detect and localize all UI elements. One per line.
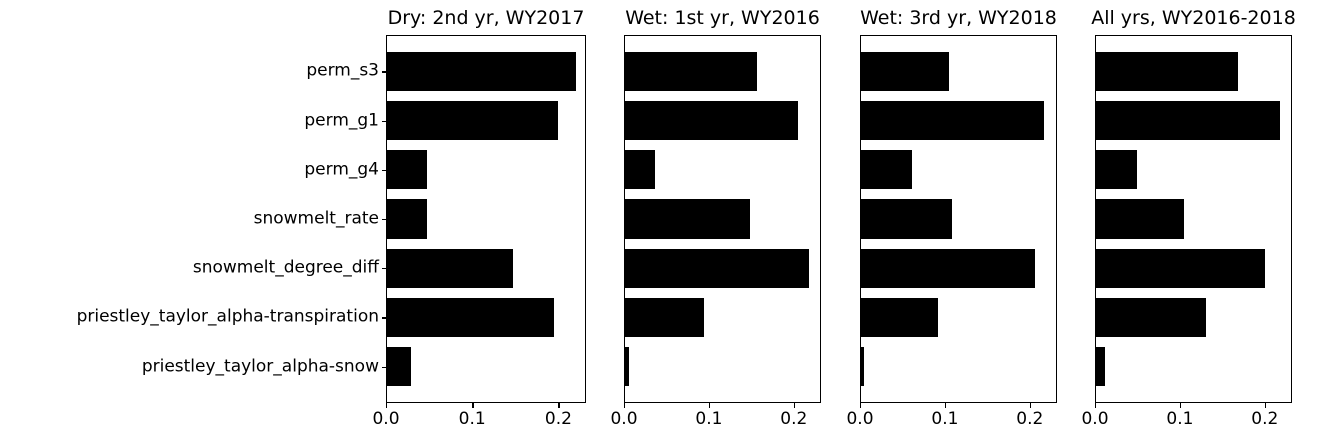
bar (861, 248, 1036, 288)
x-tick-label: 0.1 (458, 409, 486, 429)
x-tick-mark (708, 403, 711, 408)
x-tick-label: 0.1 (695, 409, 723, 429)
panel-title: All yrs, WY2016-2018 (1091, 7, 1296, 29)
x-tick-mark (558, 403, 560, 408)
y-tick-mark (381, 219, 386, 221)
x-tick-mark (386, 403, 388, 408)
y-tick-mark (381, 169, 386, 172)
bar (861, 346, 864, 387)
bar (861, 199, 953, 239)
bar (387, 150, 427, 190)
panel-title: Dry: 2nd yr, WY2017 (387, 7, 585, 29)
bar (387, 248, 513, 288)
bar (387, 199, 427, 239)
bar (861, 150, 912, 190)
bar (1096, 199, 1184, 239)
y-tick-mark (381, 71, 386, 73)
bar (625, 346, 629, 387)
bar (1096, 248, 1266, 288)
bar (625, 150, 655, 190)
y-tick-mark (381, 317, 386, 319)
x-tick-mark (944, 403, 947, 408)
bar (625, 100, 798, 141)
y-tick-mark (381, 366, 386, 368)
bar (861, 51, 949, 92)
bar (625, 51, 758, 92)
bar (1096, 346, 1105, 387)
x-tick-label: 0.1 (1166, 409, 1194, 429)
x-tick-label: 0.0 (372, 409, 400, 429)
bar (861, 297, 938, 338)
x-tick-label: 0.2 (1016, 409, 1044, 429)
y-tick-label: priestley_taylor_alpha-snow (141, 356, 379, 377)
x-tick-label: 0.0 (610, 409, 638, 429)
y-tick-mark (381, 120, 386, 122)
x-tick-mark (1029, 403, 1032, 408)
bar (387, 51, 576, 92)
x-tick-mark (860, 403, 862, 408)
bar (387, 100, 558, 141)
bar (1096, 51, 1238, 92)
x-tick-label: 0.2 (780, 409, 808, 429)
x-tick-mark (472, 403, 474, 408)
x-tick-label: 0.0 (846, 409, 874, 429)
x-tick-mark (1179, 403, 1182, 408)
y-tick-label: perm_s3 (306, 60, 379, 81)
y-tick-label: snowmelt_degree_diff (192, 257, 379, 278)
bar (1096, 100, 1280, 141)
x-tick-label: 0.1 (931, 409, 959, 429)
x-tick-mark (1095, 403, 1097, 408)
y-tick-mark (381, 268, 386, 270)
bar (1096, 297, 1207, 338)
x-tick-label: 0.2 (1251, 409, 1279, 429)
bar (1096, 150, 1138, 190)
bar (387, 346, 412, 387)
y-tick-label: perm_g1 (304, 110, 379, 131)
x-tick-label: 0.0 (1081, 409, 1109, 429)
bar (625, 199, 750, 239)
y-tick-label: perm_g4 (304, 159, 379, 180)
x-tick-mark (624, 403, 626, 408)
y-tick-label: priestley_taylor_alpha-transpiration (76, 306, 379, 327)
x-tick-mark (793, 403, 796, 408)
y-tick-label: snowmelt_rate (253, 208, 379, 229)
bar (387, 297, 554, 338)
x-tick-label: 0.2 (544, 409, 572, 429)
bar (625, 248, 809, 288)
x-tick-mark (1264, 403, 1267, 408)
panel-title: Wet: 1st yr, WY2016 (625, 7, 820, 29)
panel-title: Wet: 3rd yr, WY2018 (860, 7, 1057, 29)
bar (861, 100, 1044, 141)
bar (625, 297, 705, 338)
